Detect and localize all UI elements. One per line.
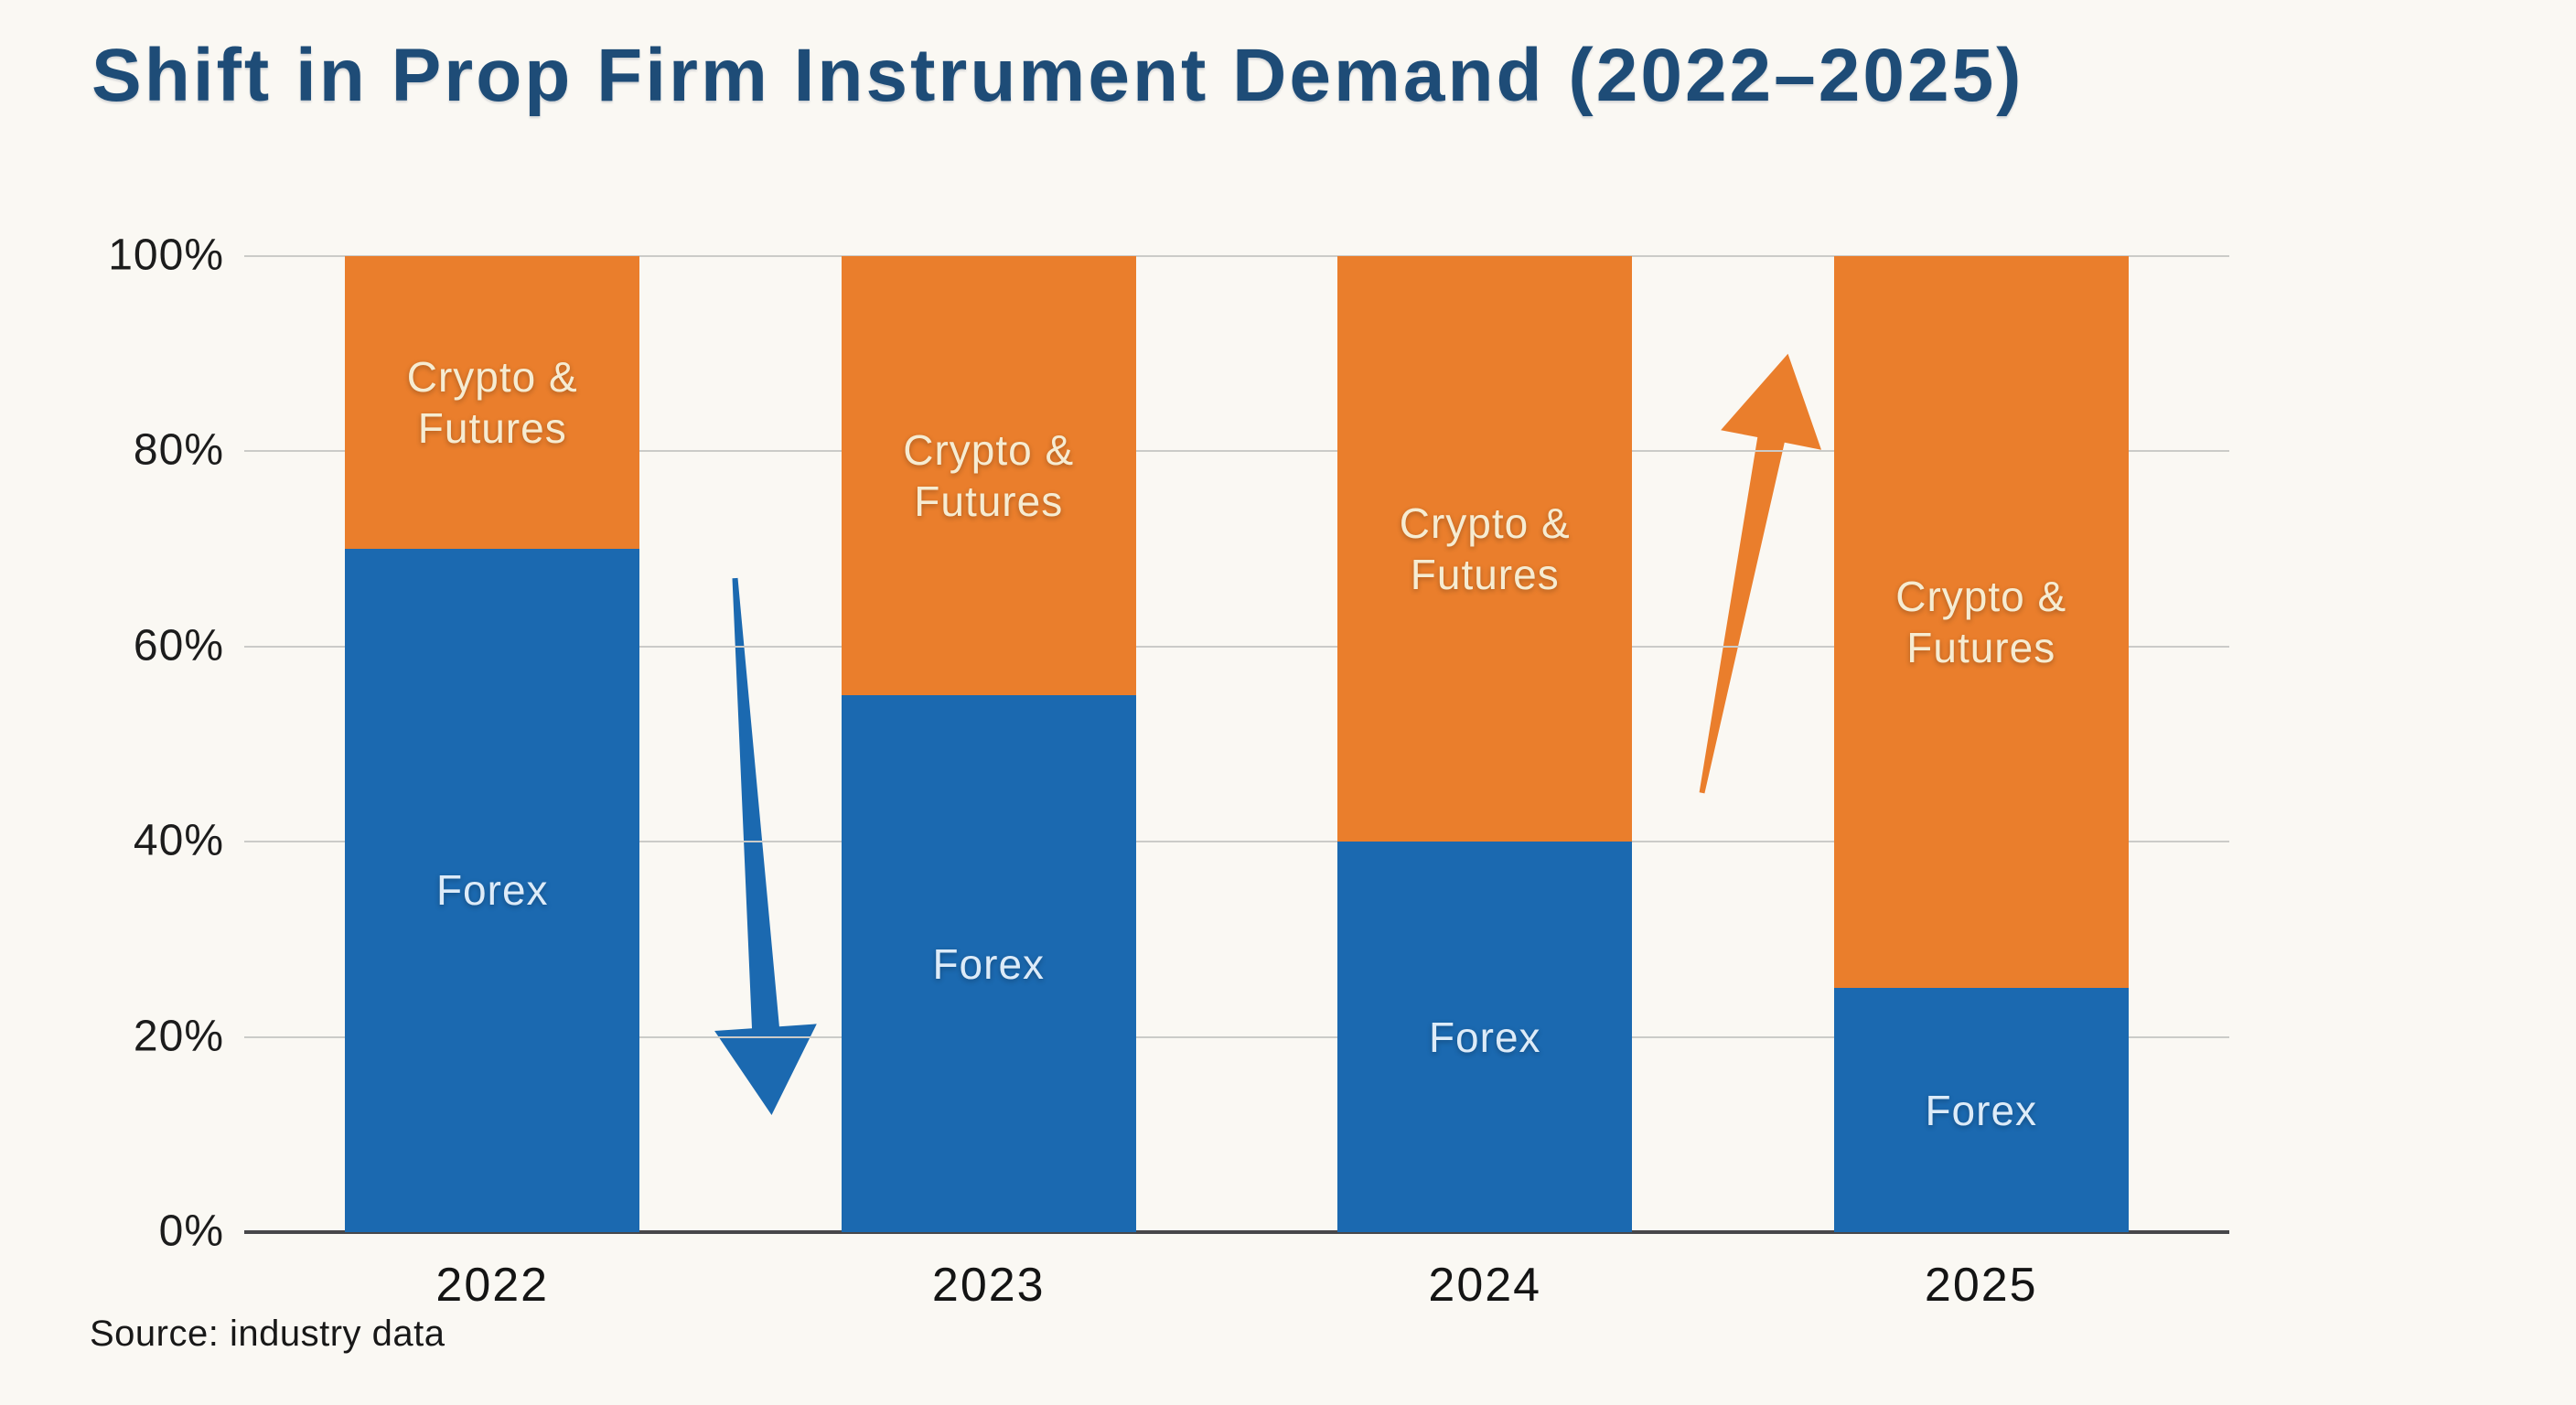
x-tick-label: 2022 — [435, 1259, 550, 1312]
bar-segment-label: Crypto & Futures — [1895, 573, 2067, 672]
x-tick-label: 2024 — [1428, 1259, 1542, 1312]
gridline — [244, 255, 2229, 257]
bar-segment: Crypto & Futures — [841, 256, 1136, 696]
y-tick-label: 20% — [133, 1011, 224, 1060]
gridline — [244, 450, 2229, 453]
bar-segment: Forex — [345, 549, 640, 1232]
bar-segment-label: Forex — [1925, 1086, 2038, 1134]
y-tick-label: 40% — [133, 816, 224, 865]
bar-segment-label: Forex — [435, 866, 549, 915]
x-tick-label: 2025 — [1924, 1259, 2038, 1312]
trend-arrow-up — [1699, 353, 1821, 794]
bar-segment: Crypto & Futures — [1337, 256, 1633, 842]
gridline — [244, 841, 2229, 843]
bar-segment-label: Crypto & Futures — [406, 352, 578, 453]
x-axis-line — [244, 1230, 2229, 1234]
bar-segment: Forex — [1337, 842, 1633, 1232]
bar-segment: Forex — [1833, 988, 2129, 1232]
bar-segment-label: Forex — [932, 939, 1046, 988]
bar-segment-label: Forex — [1428, 1013, 1541, 1061]
gridline — [244, 1035, 2229, 1038]
x-tick-label: 2023 — [931, 1259, 1046, 1312]
stacked-bar: Crypto & Futures Forex — [345, 256, 640, 1232]
bar-segment: Crypto & Futures — [1833, 256, 2129, 989]
gridline — [244, 645, 2229, 648]
bar-segment: Crypto & Futures — [345, 256, 640, 550]
bar-segment-label: Crypto & Futures — [903, 425, 1075, 526]
chart-title: Shift in Prop Firm Instrument Demand (20… — [91, 34, 2024, 117]
bar-segment: Forex — [841, 695, 1136, 1232]
y-tick-label: 0% — [158, 1207, 224, 1256]
trend-arrow-down — [714, 577, 817, 1115]
y-tick-label: 100% — [108, 231, 224, 280]
stacked-bar: Crypto & Futures Forex — [1833, 256, 2129, 1232]
source-note: Source: industry data — [90, 1314, 445, 1354]
y-tick-label: 80% — [133, 425, 224, 475]
stacked-bar: Crypto & Futures Forex — [1337, 256, 1633, 1232]
bar-segment-label: Crypto & Futures — [1399, 499, 1571, 599]
y-tick-label: 60% — [133, 621, 224, 670]
stacked-bar: Crypto & Futures Forex — [841, 256, 1136, 1232]
